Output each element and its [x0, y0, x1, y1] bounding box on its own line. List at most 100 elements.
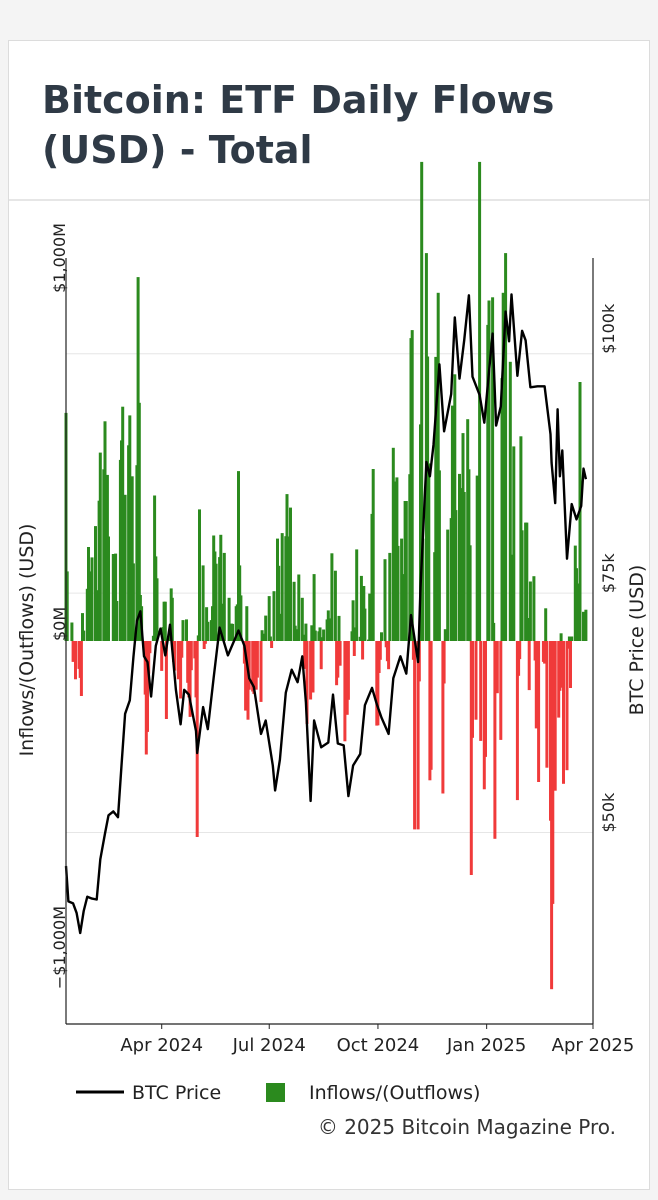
flow-bar [355, 549, 359, 641]
flow-bar [180, 641, 184, 658]
flow-bar [454, 510, 458, 641]
flow-bar [202, 641, 206, 649]
legend-flows-label: Inflows/(Outflows) [309, 1082, 480, 1104]
flow-bars [64, 161, 588, 990]
flow-bar [551, 641, 555, 904]
flow-bar [528, 581, 532, 641]
flow-bar [333, 570, 337, 641]
flow-bar [410, 330, 414, 641]
flow-bar [107, 536, 110, 641]
flow-bar [567, 636, 571, 641]
flow-bar [537, 641, 541, 782]
flow-bar [544, 608, 548, 641]
flow-bar [508, 361, 512, 641]
left-tick-label: $1,000M [50, 223, 69, 293]
flow-bar [244, 641, 248, 711]
x-tick-label: Jan 2025 [446, 1035, 526, 1056]
flow-bar [525, 522, 529, 641]
flow-bar [155, 578, 159, 641]
flow-bar [518, 641, 522, 660]
flow-bar [499, 641, 503, 740]
flow-bar [569, 641, 572, 688]
flow-bar [173, 641, 177, 671]
flow-bar [259, 641, 263, 702]
flow-bar [318, 627, 322, 641]
x-tick-label: Oct 2024 [337, 1035, 420, 1056]
legend[interactable]: BTC Price Inflows/(Outflows) [76, 1082, 480, 1104]
flow-bar [103, 421, 107, 641]
flow-bar [337, 615, 341, 641]
legend-price-label: BTC Price [132, 1082, 221, 1104]
flow-bar [239, 595, 243, 641]
right-axis-title: BTC Price (USD) [626, 565, 648, 716]
flow-bar [82, 630, 86, 641]
flow-bar [128, 415, 132, 641]
flow-bar [137, 402, 141, 641]
flow-bar [532, 576, 536, 641]
flow-bar [376, 641, 380, 726]
flow-bar [304, 623, 308, 641]
title-area: Bitcoin: ETF Daily Flows (USD) - Total [9, 41, 649, 201]
flow-bar [198, 509, 201, 641]
flow-bar [559, 633, 563, 641]
flow-bar [570, 636, 574, 641]
flow-bar [292, 581, 296, 641]
flow-bar [484, 641, 487, 757]
flow-bar [219, 534, 223, 641]
copyright-footer: © 2025 Bitcoin Magazine Pro. [317, 1115, 616, 1139]
flow-bar [469, 641, 473, 875]
flow-bar [359, 575, 363, 641]
flow-bar [371, 469, 375, 641]
flow-bar [352, 641, 356, 656]
flow-bar [163, 601, 167, 641]
flow-bar [495, 641, 499, 694]
flow-bar [237, 471, 240, 641]
flow-bar [302, 634, 305, 641]
flow-bar [214, 563, 218, 641]
chart-title: Bitcoin: ETF Daily Flows (USD) - Total [42, 78, 555, 172]
flow-bar [512, 446, 516, 641]
flow-bar [94, 526, 97, 641]
flow-bar [361, 641, 365, 660]
flow-bar [227, 597, 231, 641]
flow-bar [326, 610, 330, 641]
flow-bar [351, 600, 355, 641]
flow-bar [566, 641, 570, 649]
flow-bar [277, 565, 281, 641]
flow-bar [475, 475, 479, 641]
flow-bar [413, 641, 417, 830]
flow-bar [267, 596, 271, 641]
flow-bar [526, 618, 530, 641]
x-tick-label: Apr 2024 [120, 1035, 203, 1056]
price-series [64, 293, 588, 935]
flow-bar [491, 297, 495, 641]
left-tick-label: −$1,000M [50, 906, 69, 989]
flow-bar [179, 641, 183, 699]
flow-bar [427, 463, 431, 641]
flow-bar [330, 553, 334, 641]
flow-bar [289, 507, 292, 641]
flow-bar [558, 641, 562, 691]
flow-bar [247, 641, 251, 690]
flow-bar [313, 630, 317, 641]
flow-bar [562, 641, 565, 784]
flow-bar [70, 622, 74, 641]
flow-bar [383, 559, 387, 641]
flow-bar [363, 608, 367, 641]
flow-bar [421, 538, 425, 641]
flow-bar [520, 530, 524, 641]
flow-bar [380, 632, 383, 641]
flow-bar [268, 636, 272, 641]
flow-bar [206, 621, 210, 641]
flow-bar [404, 501, 408, 641]
flow-bar [420, 161, 424, 641]
flow-bar [515, 641, 519, 801]
flow-bar [446, 529, 450, 641]
flow-bar [436, 292, 440, 641]
flow-bar [181, 620, 185, 641]
flow-bar [264, 615, 268, 641]
flow-bar [471, 641, 474, 738]
flow-bar [388, 552, 392, 641]
legend-flows-swatch[interactable] [266, 1083, 285, 1102]
flow-bar [319, 641, 323, 670]
